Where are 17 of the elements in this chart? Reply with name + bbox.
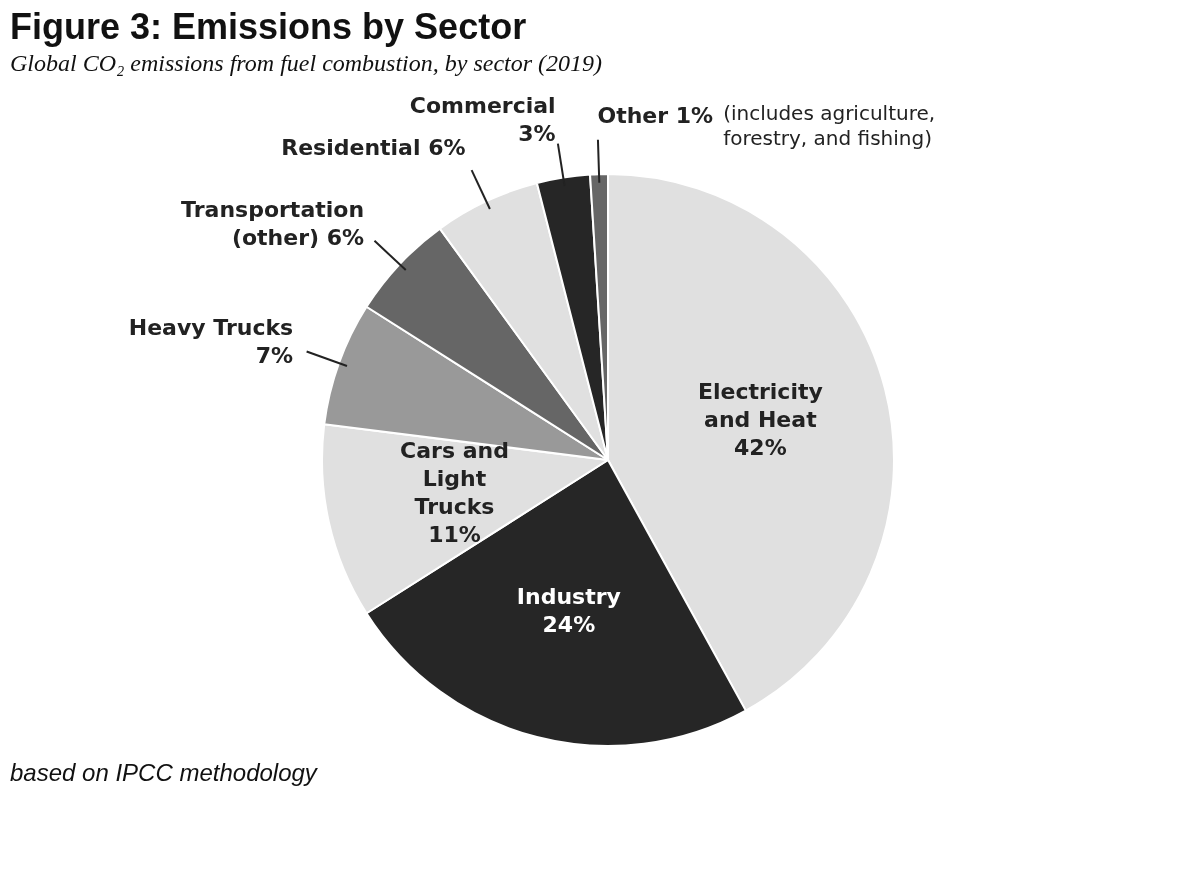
text: based on IPCC methodology — [10, 758, 317, 788]
data-label: 24% — [542, 612, 596, 638]
slice-label: Cars and Light Trucks — [400, 438, 509, 520]
chart-title: Figure 3: Emissions by Sector — [10, 6, 527, 48]
slice-label: Industry — [516, 584, 621, 610]
slice-label: Residential 6% — [281, 135, 466, 161]
slice-label: Electricity and Heat — [697, 378, 823, 432]
chart-subtitle: Global CO₂ emissions from fuel combustion, by sector (2019) — [10, 50, 603, 77]
slice-label: Transportation (other) 6% — [181, 196, 365, 250]
slice-label: Commercial — [409, 92, 556, 118]
data-label: 11% — [428, 522, 481, 548]
data-label: 42% — [734, 434, 787, 460]
data-label: 7% — [255, 343, 294, 369]
slice-label: Heavy Trucks — [128, 315, 294, 341]
data-label: 3% — [518, 120, 556, 146]
text: (includes agriculture, forestry, and fishing) — [723, 101, 936, 151]
slice-label: Other 1% — [597, 102, 714, 128]
